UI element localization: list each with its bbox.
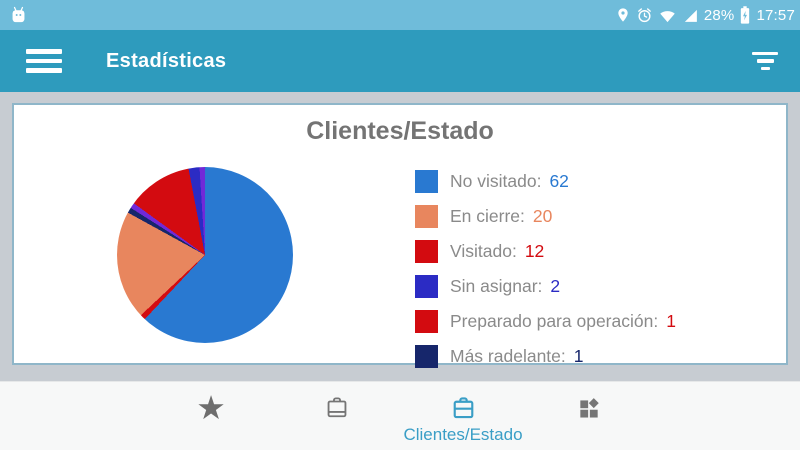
star-icon: ★ [196,389,226,426]
legend-swatch [415,205,438,228]
nav-label: Clientes/Estado [403,425,523,444]
filter-icon[interactable] [750,48,780,75]
legend-swatch [415,275,438,298]
location-icon [615,6,631,24]
briefcase-icon [450,395,477,421]
nav-item-clients[interactable] [274,382,400,450]
legend-value: 1 [573,346,584,366]
android-icon [9,4,28,26]
legend-swatch [415,310,438,333]
menu-icon[interactable] [26,49,62,73]
legend-value: 12 [524,241,545,261]
nav-item-modules[interactable] [526,382,652,450]
battery-percent: 28% [703,6,735,24]
alarm-icon [636,6,653,24]
legend-value: 1 [666,311,676,331]
legend-label: No visitado: [450,171,542,191]
legend-label: Sin asignar: [450,276,543,296]
legend-label: Visitado: [450,241,517,261]
legend-item-preparado: Preparado para operación: 1 [415,304,676,339]
nav-item-clientes-estado[interactable]: Clientes/Estado [400,382,526,450]
legend-swatch [415,170,438,193]
legend-value: 62 [549,171,569,191]
legend-item-en-cierre: En cierre: 20 [415,199,676,234]
dashboard-icon [576,395,602,421]
briefcase-icon [324,395,350,421]
legend-item-visitado: Visitado: 12 [415,234,676,269]
page-title: Estadísticas [106,49,227,72]
signal-icon [682,7,699,24]
battery-charging-icon [739,5,751,25]
legend-label: Preparado para operación: [450,311,659,331]
chart-title: Clientes/Estado [306,117,494,145]
status-time: 17:57 [756,6,795,24]
chart-card: Clientes/Estado No visitado: 62 En cierr… [12,103,788,368]
chart-legend: No visitado: 62 En cierre: 20 Visitado: … [415,164,676,374]
legend-value: 20 [532,206,553,226]
legend-swatch [415,240,438,263]
legend-value: 2 [550,276,561,296]
legend-label: En cierre: [450,206,525,226]
pie-chart[interactable] [117,167,293,343]
legend-swatch [415,345,438,368]
bottom-nav-bar: ★ Clientes/Estado [0,381,800,450]
status-bar: 28% 17:57 [0,0,800,30]
wifi-icon [658,7,677,24]
legend-item-sin-asignar: Sin asignar: 2 [415,269,676,304]
legend-label: Más radelante: [450,346,566,366]
legend-item-no-visitado: No visitado: 62 [415,164,676,199]
legend-item-mas-radelante: Más radelante: 1 [415,339,676,374]
nav-item-favorites[interactable]: ★ [148,382,274,450]
app-bar: Estadísticas [0,30,800,92]
